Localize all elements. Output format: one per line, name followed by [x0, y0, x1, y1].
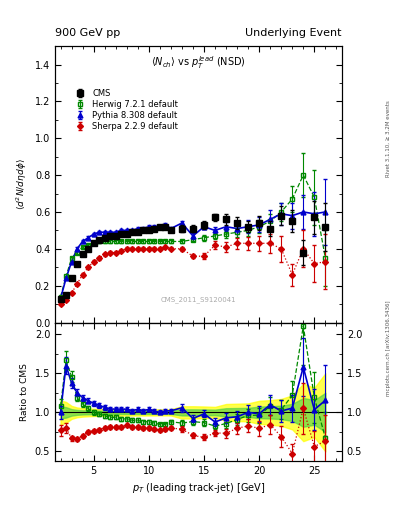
- Text: Underlying Event: Underlying Event: [245, 28, 342, 38]
- Text: $\langle N_{ch}\rangle$ vs $p_T^{lead}$ (NSD): $\langle N_{ch}\rangle$ vs $p_T^{lead}$ …: [151, 54, 246, 71]
- Legend: CMS, Herwig 7.2.1 default, Pythia 8.308 default, Sherpa 2.2.9 default: CMS, Herwig 7.2.1 default, Pythia 8.308 …: [71, 89, 178, 131]
- Text: Rivet 3.1.10, ≥ 3.2M events: Rivet 3.1.10, ≥ 3.2M events: [386, 100, 391, 177]
- Y-axis label: $\langle d^{2} N/d\eta d\phi \rangle$: $\langle d^{2} N/d\eta d\phi \rangle$: [15, 159, 29, 210]
- Text: 900 GeV pp: 900 GeV pp: [55, 28, 120, 38]
- Text: mcplots.cern.ch [arXiv:1306.3436]: mcplots.cern.ch [arXiv:1306.3436]: [386, 301, 391, 396]
- X-axis label: $p_T$ (leading track-jet) [GeV]: $p_T$ (leading track-jet) [GeV]: [132, 481, 265, 495]
- Text: CMS_2011_S9120041: CMS_2011_S9120041: [161, 296, 236, 303]
- Y-axis label: Ratio to CMS: Ratio to CMS: [20, 362, 29, 421]
